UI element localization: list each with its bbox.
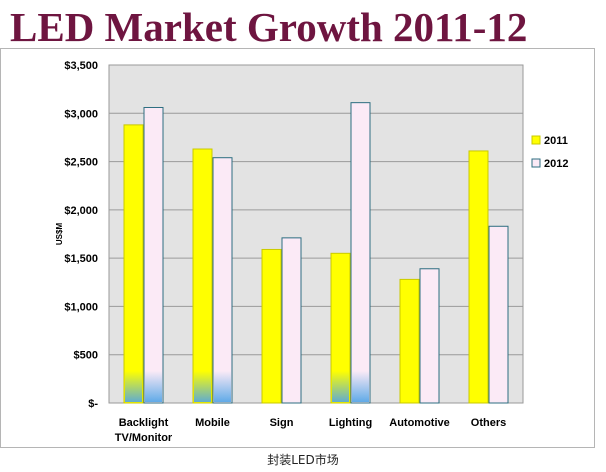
bar-2011 bbox=[123, 124, 144, 404]
bar-highlight bbox=[352, 371, 369, 402]
bar-2012 bbox=[488, 225, 509, 404]
bar-2011 bbox=[399, 278, 420, 404]
legend-swatch-2011 bbox=[531, 135, 541, 145]
legend-label-2012: 2012 bbox=[544, 158, 568, 170]
y-axis-ticks: $- $500 $1,000 $1,500 $2,000 $2,500 $3,000 $3,5… bbox=[64, 60, 98, 410]
bar-chart: $- $500 $1,000 $1,500 $2,000 $2,500 $3,000 $3,5… bbox=[55, 60, 568, 444]
legend-label-2011: 2011 bbox=[544, 135, 568, 147]
x-tick-label: Lighting bbox=[329, 417, 372, 429]
y-tick-label: $1,500 bbox=[64, 253, 98, 265]
legend: 2011 2012 bbox=[531, 135, 568, 170]
plot-area bbox=[108, 64, 524, 404]
bar-2012 bbox=[143, 106, 164, 404]
y-tick-label: $500 bbox=[74, 350, 98, 362]
y-tick-label: $3,000 bbox=[64, 108, 98, 120]
bar-highlight bbox=[125, 371, 142, 402]
image-caption: 封装LED市场 bbox=[267, 453, 339, 467]
gridlines bbox=[109, 112, 523, 356]
bar-2012 bbox=[212, 157, 233, 404]
y-tick-label: $2,000 bbox=[64, 205, 98, 217]
bar-2012 bbox=[350, 102, 371, 404]
legend-swatch-2012 bbox=[531, 158, 541, 168]
bar-2011 bbox=[192, 148, 213, 404]
bar-highlight bbox=[145, 371, 162, 402]
bars bbox=[123, 102, 509, 404]
x-tick-label: Automotive bbox=[389, 417, 450, 429]
x-tick-label: Backlight bbox=[119, 417, 169, 429]
bar-highlight bbox=[332, 371, 349, 402]
bar-highlight bbox=[214, 371, 231, 402]
x-tick-label: Others bbox=[471, 417, 506, 429]
chart-panel: $- $500 $1,000 $1,500 $2,000 $2,500 $3,000 $3,5… bbox=[0, 48, 595, 448]
y-tick-label: $2,500 bbox=[64, 157, 98, 169]
chart-title: LED Market Growth 2011-12 bbox=[10, 4, 528, 50]
bar-2011 bbox=[468, 150, 489, 404]
x-tick-label: Mobile bbox=[195, 417, 230, 429]
y-axis-label: US$M bbox=[55, 223, 64, 246]
y-tick-label: $1,000 bbox=[64, 301, 98, 313]
x-axis-ticks: Backlight TV/Monitor Mobile Sign Lighting Aut… bbox=[115, 417, 506, 444]
y-tick-label: $3,500 bbox=[64, 60, 98, 72]
bar-2011 bbox=[261, 248, 282, 404]
x-tick-label: TV/Monitor bbox=[115, 432, 173, 444]
bar-2012 bbox=[281, 237, 302, 404]
bar-highlight bbox=[194, 371, 211, 402]
bar-2012 bbox=[419, 268, 440, 404]
y-tick-label: $- bbox=[88, 398, 98, 410]
bar-2011 bbox=[330, 252, 351, 404]
x-tick-label: Sign bbox=[270, 417, 294, 429]
